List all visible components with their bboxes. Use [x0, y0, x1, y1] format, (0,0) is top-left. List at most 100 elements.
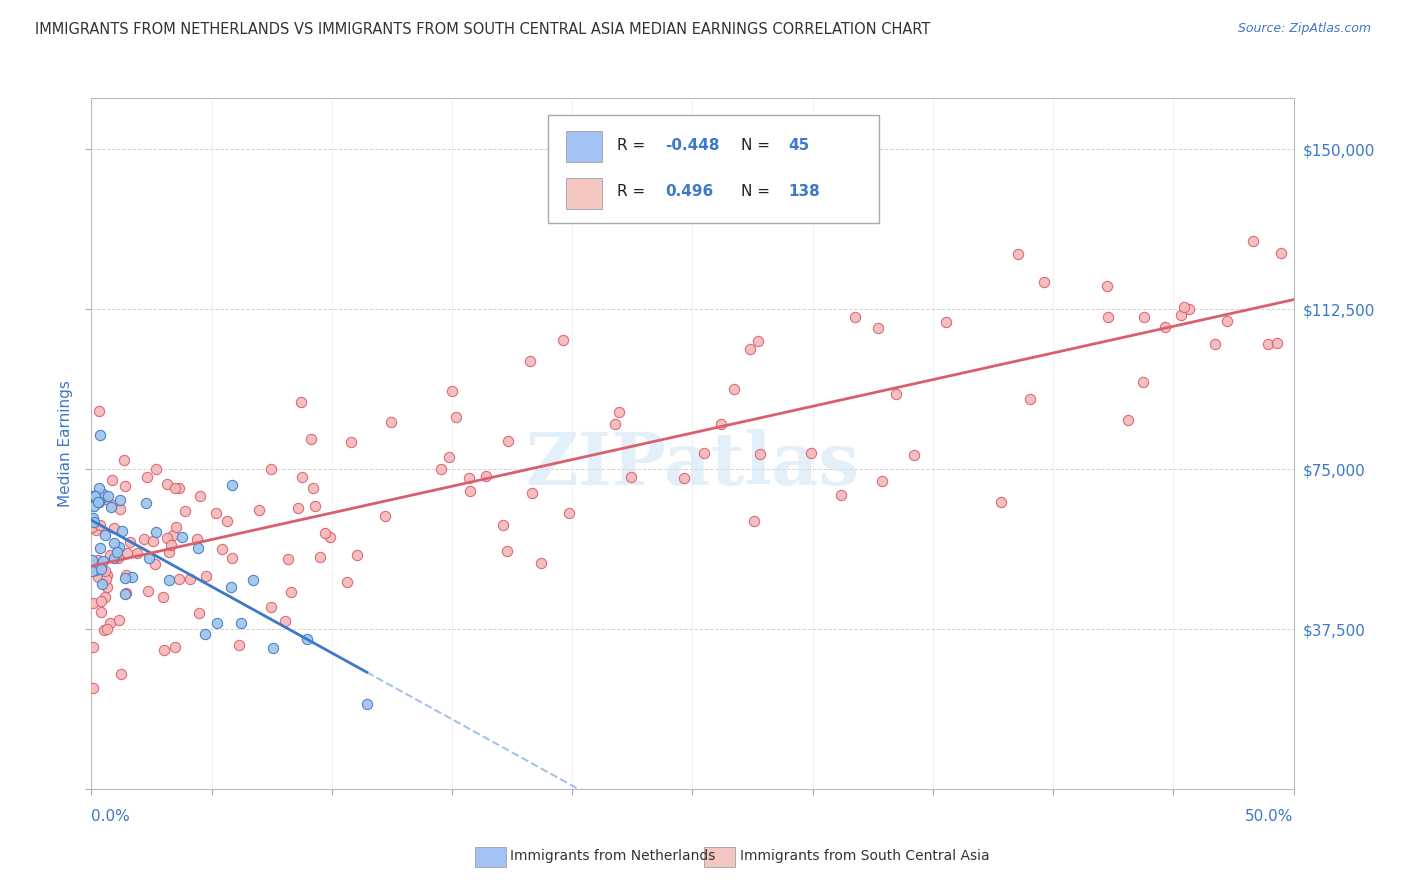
Text: 138: 138 [789, 184, 820, 199]
Point [82, 640, 104, 654]
Point [318, 530, 340, 544]
Point [195, 569, 218, 583]
Point [800, 445, 823, 459]
Point [1116, 413, 1139, 427]
Point [94, 564, 117, 578]
Point [87, 570, 110, 584]
Point [188, 606, 211, 620]
Point [96, 580, 118, 594]
Point [156, 477, 179, 491]
Point [262, 641, 284, 656]
Point [83, 499, 105, 513]
Point [205, 506, 228, 520]
Text: IMMIGRANTS FROM NETHERLANDS VS IMMIGRANTS FROM SOUTH CENTRAL ASIA MEDIAN EARNING: IMMIGRANTS FROM NETHERLANDS VS IMMIGRANT… [35, 22, 931, 37]
Point [115, 546, 138, 560]
Text: N =: N = [741, 184, 775, 199]
FancyBboxPatch shape [548, 115, 879, 223]
Point [336, 575, 359, 590]
Point [380, 415, 402, 429]
Point [80, 564, 103, 578]
Point [304, 499, 326, 513]
Point [84, 489, 107, 503]
Point [145, 462, 167, 476]
Point [374, 508, 396, 523]
Point [153, 643, 176, 657]
Point [91, 490, 114, 504]
Point [723, 382, 745, 396]
Text: 0.0%: 0.0% [91, 809, 131, 824]
Point [274, 615, 297, 629]
Point [314, 526, 336, 541]
Text: N =: N = [741, 137, 775, 153]
Point [83, 515, 105, 529]
Point [179, 572, 201, 586]
Point [194, 627, 217, 641]
Point [87, 404, 110, 418]
Point [165, 520, 187, 534]
Point [356, 697, 378, 711]
Point [280, 585, 302, 599]
Point [115, 586, 138, 600]
Point [1132, 375, 1154, 389]
Point [492, 517, 515, 532]
Point [108, 540, 131, 554]
Point [211, 542, 233, 557]
Point [94, 527, 117, 541]
Point [93, 492, 115, 507]
Point [291, 470, 314, 484]
Text: 45: 45 [789, 137, 810, 153]
Point [219, 581, 242, 595]
Point [98, 615, 121, 630]
Point [558, 506, 581, 520]
Point [1019, 392, 1042, 406]
Point [221, 550, 243, 565]
Point [444, 410, 467, 425]
Point [100, 500, 122, 514]
Text: ZIPatlas: ZIPatlas [526, 429, 859, 500]
Text: -0.448: -0.448 [665, 137, 720, 153]
Point [136, 470, 159, 484]
Point [844, 310, 866, 324]
Point [1178, 302, 1201, 317]
Point [138, 550, 160, 565]
Point [156, 532, 179, 546]
Point [89, 517, 111, 532]
Point [1257, 337, 1279, 351]
Bar [567, 178, 602, 209]
Point [135, 496, 157, 510]
Point [90, 605, 112, 619]
Point [870, 474, 893, 488]
Point [437, 450, 460, 464]
Text: 50.0%: 50.0% [1246, 809, 1294, 824]
Point [295, 632, 318, 646]
Point [221, 477, 243, 491]
Point [710, 417, 733, 431]
Point [302, 481, 325, 495]
Point [114, 479, 136, 493]
Point [1241, 234, 1264, 248]
Point [229, 615, 252, 630]
Point [94, 591, 117, 605]
Point [1265, 336, 1288, 351]
Text: Immigrants from Netherlands: Immigrants from Netherlands [510, 849, 716, 863]
Point [1154, 320, 1177, 334]
Text: R =: R = [617, 137, 650, 153]
Point [187, 541, 209, 556]
Point [169, 572, 191, 586]
Point [1007, 246, 1029, 260]
Point [82, 489, 104, 503]
Point [105, 545, 128, 559]
Point [607, 405, 630, 419]
Point [457, 471, 479, 485]
Point [132, 533, 155, 547]
Point [260, 600, 283, 615]
Point [287, 501, 309, 516]
Point [1033, 275, 1056, 289]
Point [152, 591, 174, 605]
Point [1215, 314, 1237, 328]
Point [103, 521, 125, 535]
Point [620, 470, 643, 484]
Point [84, 564, 107, 578]
Point [169, 481, 191, 495]
Point [89, 427, 111, 442]
